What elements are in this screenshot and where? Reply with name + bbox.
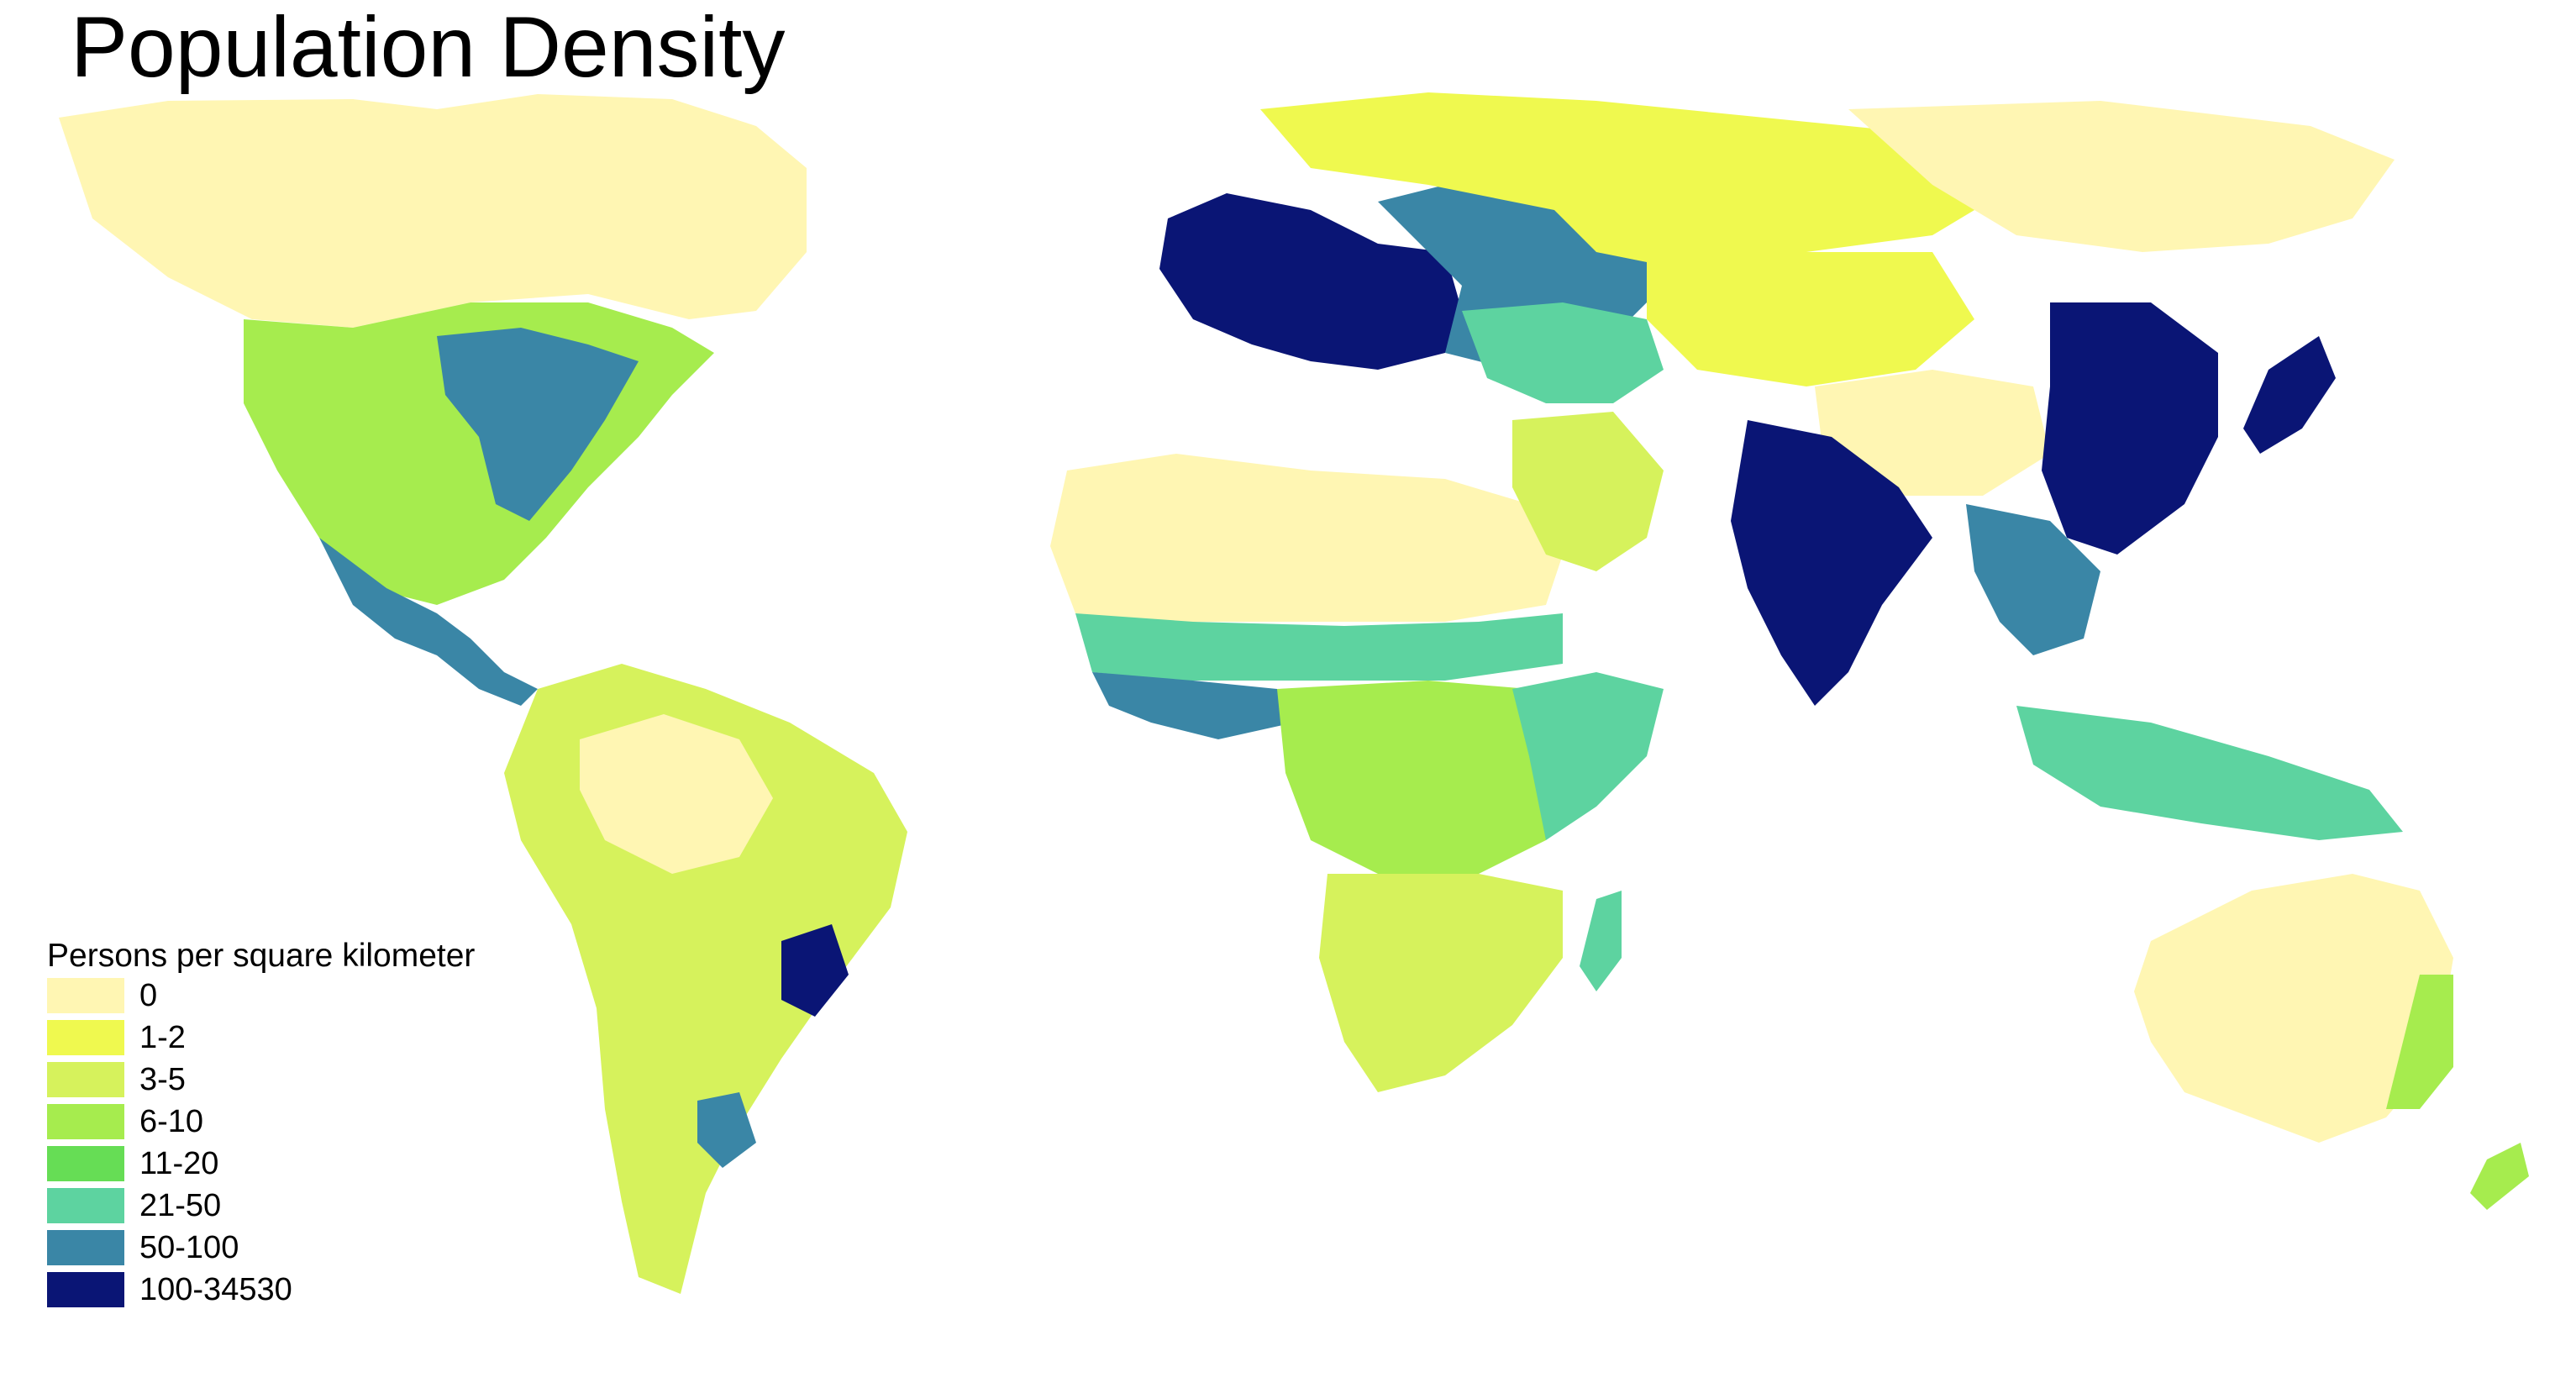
region-central-america (319, 538, 538, 706)
region-sahara (1050, 454, 1563, 622)
region-new-zealand (2470, 1143, 2529, 1210)
region-sahel (1075, 613, 1563, 681)
legend-label: 1-2 (139, 1019, 186, 1055)
legend-swatch (47, 1188, 124, 1223)
region-southeast-asia (1966, 504, 2100, 655)
legend-item: 0 (47, 975, 475, 1017)
legend-item: 6-10 (47, 1101, 475, 1143)
legend-label: 0 (139, 977, 158, 1013)
legend-label: 21-50 (139, 1187, 222, 1223)
legend-label: 100-34530 (139, 1271, 292, 1307)
region-north-america-north (59, 94, 807, 328)
legend-label: 6-10 (139, 1103, 204, 1139)
region-arabia (1512, 412, 1664, 571)
legend-item: 50-100 (47, 1227, 475, 1269)
region-china-east (2042, 302, 2218, 555)
region-tibet (1815, 370, 2050, 496)
region-siberia (1848, 101, 2395, 252)
legend-title: Persons per square kilometer (47, 938, 476, 974)
region-central-asia (1647, 252, 1974, 386)
legend-item: 100-34530 (47, 1269, 475, 1311)
legend-item: 1-2 (47, 1017, 475, 1059)
legend-label: 11-20 (139, 1145, 219, 1181)
region-india (1731, 420, 1932, 706)
legend-label: 3-5 (139, 1061, 186, 1097)
region-east-africa (1512, 672, 1664, 840)
region-usa-east (437, 328, 639, 521)
region-southern-africa (1319, 874, 1563, 1092)
legend-item: 3-5 (47, 1059, 475, 1101)
region-brazil-southeast (781, 924, 849, 1017)
legend-swatch (47, 1272, 124, 1307)
legend-swatch (47, 1146, 124, 1181)
region-indonesia (2016, 706, 2403, 840)
legend-swatch (47, 1062, 124, 1097)
legend-swatch (47, 978, 124, 1013)
legend-item: 21-50 (47, 1185, 475, 1227)
legend-swatch (47, 1230, 124, 1265)
legend-item: 11-20 (47, 1143, 475, 1185)
region-australia-east (2386, 975, 2453, 1109)
region-central-africa (1277, 681, 1563, 874)
region-pampas (697, 1092, 756, 1168)
region-australia (2134, 874, 2453, 1143)
region-amazon (580, 714, 773, 874)
region-madagascar (1580, 891, 1622, 991)
legend-label: 50-100 (139, 1229, 239, 1265)
legend-swatch (47, 1020, 124, 1055)
region-middle-east (1462, 302, 1664, 403)
region-japan (2243, 336, 2336, 454)
map-title: Population Density (71, 0, 786, 95)
region-europe (1159, 193, 1462, 370)
legend-swatch (47, 1104, 124, 1139)
region-west-africa (1092, 672, 1294, 739)
legend: Persons per square kilometer 0 1-2 3-5 6… (47, 938, 475, 1311)
region-russia (1260, 92, 2016, 269)
